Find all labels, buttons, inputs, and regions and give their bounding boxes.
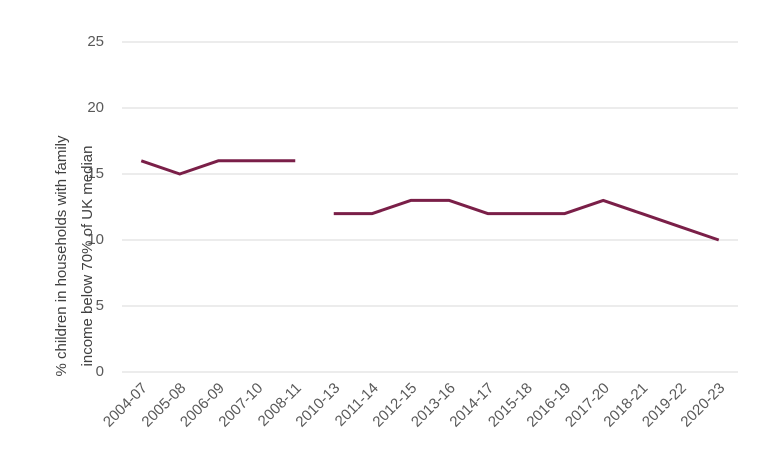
y-tick-label: 15 <box>87 165 104 182</box>
data-line <box>333 198 720 242</box>
y-tick-label: 20 <box>87 99 104 116</box>
y-axis-label: income below 70% of UK median <box>79 146 96 367</box>
y-tick-label: 25 <box>87 33 104 50</box>
data-line <box>140 159 296 176</box>
y-axis-label: % children in households with family <box>53 135 70 376</box>
y-tick-label: 0 <box>96 363 104 380</box>
y-tick-label: 10 <box>87 231 104 248</box>
y-tick-label: 5 <box>96 297 104 314</box>
